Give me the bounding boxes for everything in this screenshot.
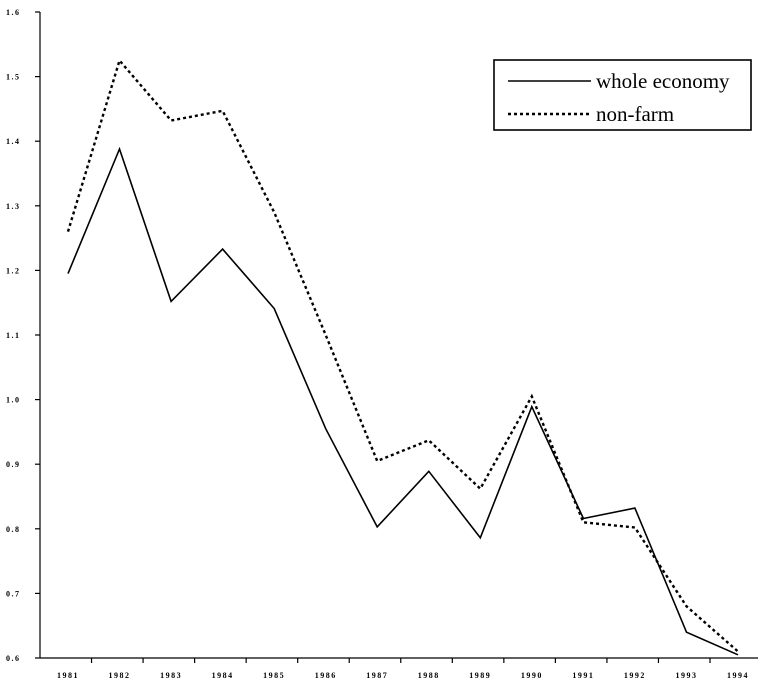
legend: whole economy non-farm [493, 59, 752, 131]
x-axis-ticks [90, 658, 711, 663]
y-tick-label: 0.7 [6, 589, 21, 598]
x-tick-label: 1981 [57, 671, 79, 680]
x-tick-label: 1990 [521, 671, 543, 680]
series-line-whole-economy [67, 146, 739, 656]
legend-label-whole-economy: whole economy [596, 69, 730, 93]
series-line-non-farm [66, 58, 739, 653]
x-tick-label: 1987 [366, 671, 388, 680]
y-tick-label: 0.8 [6, 525, 21, 534]
legend-box [493, 59, 752, 131]
x-tick-label: 1992 [624, 671, 646, 680]
y-tick-label: 1.4 [6, 137, 21, 146]
x-tick-label: 1984 [212, 671, 234, 680]
series-lines [66, 58, 739, 656]
x-tick-label: 1988 [418, 671, 440, 680]
y-tick-label: 1.0 [6, 396, 21, 405]
legend-label-non-farm: non-farm [596, 102, 674, 126]
x-tick-label: 1985 [263, 671, 285, 680]
y-axis-ticks [35, 11, 40, 659]
x-tick-label: 1994 [727, 671, 749, 680]
x-axis-tick-labels: 1981 1982 1983 1984 1985 1986 1987 1988 1989 1990… [57, 671, 749, 680]
y-tick-label: 1.6 [6, 8, 21, 17]
y-tick-label: 1.1 [6, 331, 21, 340]
y-axis-tick-labels: 0.6 0.7 0.8 0.9 1.0 1.1 1.2 1.3 1.4 1.5 1.6 [6, 8, 21, 663]
x-tick-label: 1991 [572, 671, 594, 680]
y-tick-label: 1.3 [6, 202, 21, 211]
x-tick-label: 1982 [109, 671, 131, 680]
x-tick-label: 1986 [315, 671, 337, 680]
y-tick-label: 1.5 [6, 73, 21, 82]
y-tick-label: 0.9 [6, 460, 21, 469]
x-tick-label: 1983 [160, 671, 182, 680]
x-tick-label: 1993 [675, 671, 697, 680]
x-tick-label: 1989 [469, 671, 491, 680]
y-tick-label: 0.6 [6, 654, 21, 663]
y-tick-label: 1.2 [6, 266, 21, 275]
